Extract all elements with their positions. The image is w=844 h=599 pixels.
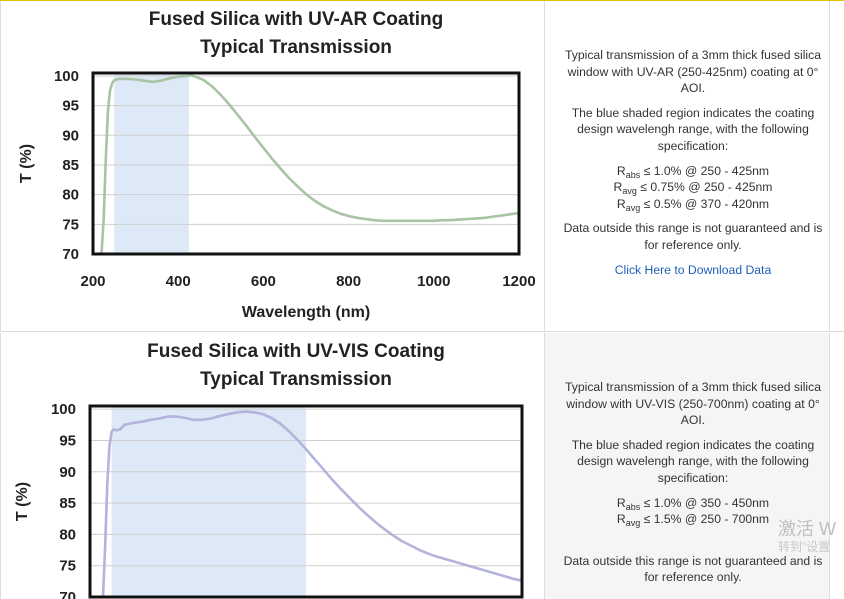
y-tick-label: 85 — [62, 157, 79, 174]
spec-item: Ravg ≤ 1.5% @ 250 - 700nm — [616, 512, 770, 529]
y-axis-label: T (%) — [14, 482, 31, 521]
y-tick-label: 90 — [59, 464, 76, 481]
x-tick-label: 400 — [166, 273, 191, 290]
x-tick-label: 200 — [80, 273, 105, 290]
chart-title: Fused Silica with UV-VIS Coating — [147, 341, 445, 362]
y-tick-label: 75 — [59, 558, 76, 575]
description-intro: Typical transmission of a 3mm thick fuse… — [564, 48, 822, 96]
spec-list: Rabs ≤ 1.0% @ 250 - 425nm Ravg ≤ 0.75% @… — [559, 163, 827, 213]
spec-list: Rabs ≤ 1.0% @ 350 - 450nm Ravg ≤ 1.5% @ … — [559, 495, 827, 528]
description-uv-ar: Typical transmission of a 3mm thick fuse… — [559, 47, 827, 286]
plot-frame — [91, 71, 521, 256]
y-tick-label: 70 — [62, 246, 79, 263]
description-disclaimer: Data outside this range is not guarantee… — [563, 553, 823, 585]
section-uv-vis: Fused Silica with UV-VIS Coating Typical … — [0, 333, 844, 599]
coating-range-shade — [114, 73, 189, 254]
coating-range-shade — [111, 406, 306, 597]
y-tick-label: 80 — [62, 187, 79, 204]
series-line — [101, 410, 522, 597]
series-line — [100, 74, 519, 254]
top-border — [0, 0, 844, 1]
y-tick-label: 80 — [59, 526, 76, 543]
x-tick-label: 1000 — [417, 273, 450, 290]
y-axis-label: T (%) — [18, 144, 35, 183]
y-tick-label: 90 — [62, 127, 79, 144]
chart-title: Fused Silica with UV-AR Coating — [149, 9, 444, 30]
x-tick-label: 800 — [336, 273, 361, 290]
plot-frame — [88, 404, 524, 599]
x-tick-label: 1200 — [502, 273, 535, 290]
y-tick-label: 70 — [59, 589, 76, 599]
description-uv-vis: Typical transmission of a 3mm thick fuse… — [559, 379, 827, 594]
y-tick-label: 100 — [51, 401, 76, 418]
spec-item: Ravg ≤ 0.75% @ 250 - 425nm — [613, 180, 773, 197]
description-intro: Typical transmission of a 3mm thick fuse… — [564, 380, 822, 428]
y-tick-label: 95 — [59, 432, 76, 449]
chart-cell-uv-vis: Fused Silica with UV-VIS Coating Typical … — [0, 333, 544, 599]
y-tick-label: 100 — [54, 68, 79, 85]
spec-item: Rabs ≤ 1.0% @ 250 - 425nm — [616, 163, 770, 180]
y-tick-label: 85 — [59, 495, 76, 512]
description-cell-uv-vis: Typical transmission of a 3mm thick fuse… — [544, 333, 830, 599]
description-shading: The blue shaded region indicates the coa… — [571, 437, 815, 485]
chart-subtitle: Typical Transmission — [200, 37, 392, 58]
section-uv-ar: Fused Silica with UV-AR Coating Typical T… — [0, 1, 844, 332]
transmission-chart-uv-ar: Fused Silica with UV-AR Coating Typical T… — [18, 9, 536, 321]
description-cell-uv-ar: Typical transmission of a 3mm thick fuse… — [544, 1, 830, 331]
spec-item: Rabs ≤ 1.0% @ 350 - 450nm — [616, 495, 770, 512]
description-disclaimer: Data outside this range is not guarantee… — [563, 221, 823, 252]
spec-item: Ravg ≤ 0.5% @ 370 - 420nm — [616, 196, 770, 213]
y-tick-label: 75 — [62, 216, 79, 233]
description-shading: The blue shaded region indicates the coa… — [571, 105, 815, 153]
x-tick-label: 600 — [251, 273, 276, 290]
chart-subtitle: Typical Transmission — [200, 369, 392, 390]
x-axis-label: Wavelength (nm) — [242, 304, 370, 321]
transmission-chart-uv-vis: Fused Silica with UV-VIS Coating Typical … — [14, 341, 524, 599]
download-data-link[interactable]: Click Here to Download Data — [614, 262, 772, 277]
chart-cell-uv-ar: Fused Silica with UV-AR Coating Typical T… — [0, 1, 544, 331]
y-tick-label: 95 — [62, 98, 79, 115]
